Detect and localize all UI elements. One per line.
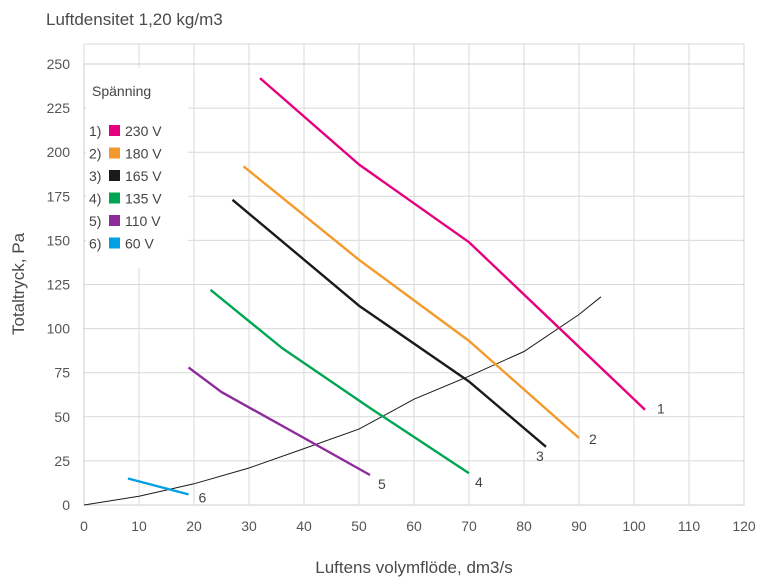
- y-tick-label: 50: [54, 409, 70, 425]
- curve-1: [259, 77, 646, 411]
- legend-label: 230 V: [125, 123, 162, 139]
- x-tick-label: 0: [80, 518, 88, 534]
- legend-swatch: [109, 192, 120, 204]
- x-tick-label: 50: [351, 518, 367, 534]
- x-tick-label: 30: [241, 518, 257, 534]
- x-tick-label: 70: [461, 518, 477, 534]
- chart-title: Luftdensitet 1,20 kg/m3: [46, 10, 223, 29]
- x-tick-label: 90: [571, 518, 587, 534]
- legend-index: 3): [89, 168, 101, 184]
- x-tick-label: 80: [516, 518, 532, 534]
- x-tick-label: 20: [186, 518, 202, 534]
- curve-5: [187, 366, 371, 477]
- y-tick-label: 100: [47, 321, 71, 337]
- legend-label: 110 V: [125, 213, 161, 229]
- x-tick-label: 10: [131, 518, 147, 534]
- legend-index: 2): [89, 146, 101, 162]
- plot-frame: [83, 63, 745, 506]
- legend: Spänning 1) 230 V 2) 180 V 3) 165 V 4) 135 V 5) 11…: [86, 68, 188, 268]
- legend-title: Spänning: [92, 83, 151, 99]
- x-tick-label: 40: [296, 518, 312, 534]
- y-tick-label: 125: [47, 277, 71, 293]
- y-axis-label: Totaltryck, Pa: [9, 232, 28, 335]
- curve-label-4: 4: [475, 474, 483, 490]
- y-tick-label: 0: [62, 497, 70, 513]
- curve-label-6: 6: [199, 489, 207, 505]
- system-curve: [83, 296, 602, 506]
- y-tick-label: 225: [47, 100, 71, 116]
- y-tick-label: 150: [47, 232, 71, 248]
- legend-swatch: [109, 170, 120, 181]
- legend-label: 165 V: [125, 168, 162, 184]
- y-tick-label: 175: [47, 188, 71, 204]
- legend-box: [86, 68, 188, 268]
- y-tick-label: 250: [47, 56, 71, 72]
- y-tick-label: 25: [54, 453, 70, 469]
- series-layer: 1 2 3 4 5 6: [83, 77, 665, 506]
- legend-label: 60 V: [125, 236, 154, 252]
- legend-swatch: [109, 125, 120, 136]
- x-axis-label: Luftens volymflöde, dm3/s: [315, 558, 512, 577]
- legend-label: 180 V: [125, 146, 162, 162]
- x-tick-label: 110: [678, 518, 701, 534]
- legend-label: 135 V: [125, 191, 162, 207]
- curve-label-2: 2: [589, 431, 597, 447]
- legend-swatch: [109, 237, 120, 249]
- curve-label-3: 3: [536, 448, 544, 464]
- legend-swatch: [109, 215, 120, 226]
- x-tick-label: 120: [732, 518, 756, 534]
- curve-3: [231, 198, 547, 448]
- x-tick-label: 60: [406, 518, 422, 534]
- curve-2: [242, 165, 580, 439]
- curve-4: [209, 288, 470, 475]
- curve-6: [127, 477, 189, 496]
- legend-index: 1): [89, 123, 101, 139]
- legend-index: 6): [89, 236, 101, 252]
- legend-swatch: [109, 147, 120, 159]
- y-tick-label: 75: [54, 365, 70, 381]
- curve-label-1: 1: [657, 401, 665, 417]
- legend-index: 5): [89, 213, 101, 229]
- legend-index: 4): [89, 191, 101, 207]
- x-tick-label: 100: [622, 518, 646, 534]
- y-tick-label: 200: [47, 144, 71, 160]
- curve-label-5: 5: [378, 476, 386, 492]
